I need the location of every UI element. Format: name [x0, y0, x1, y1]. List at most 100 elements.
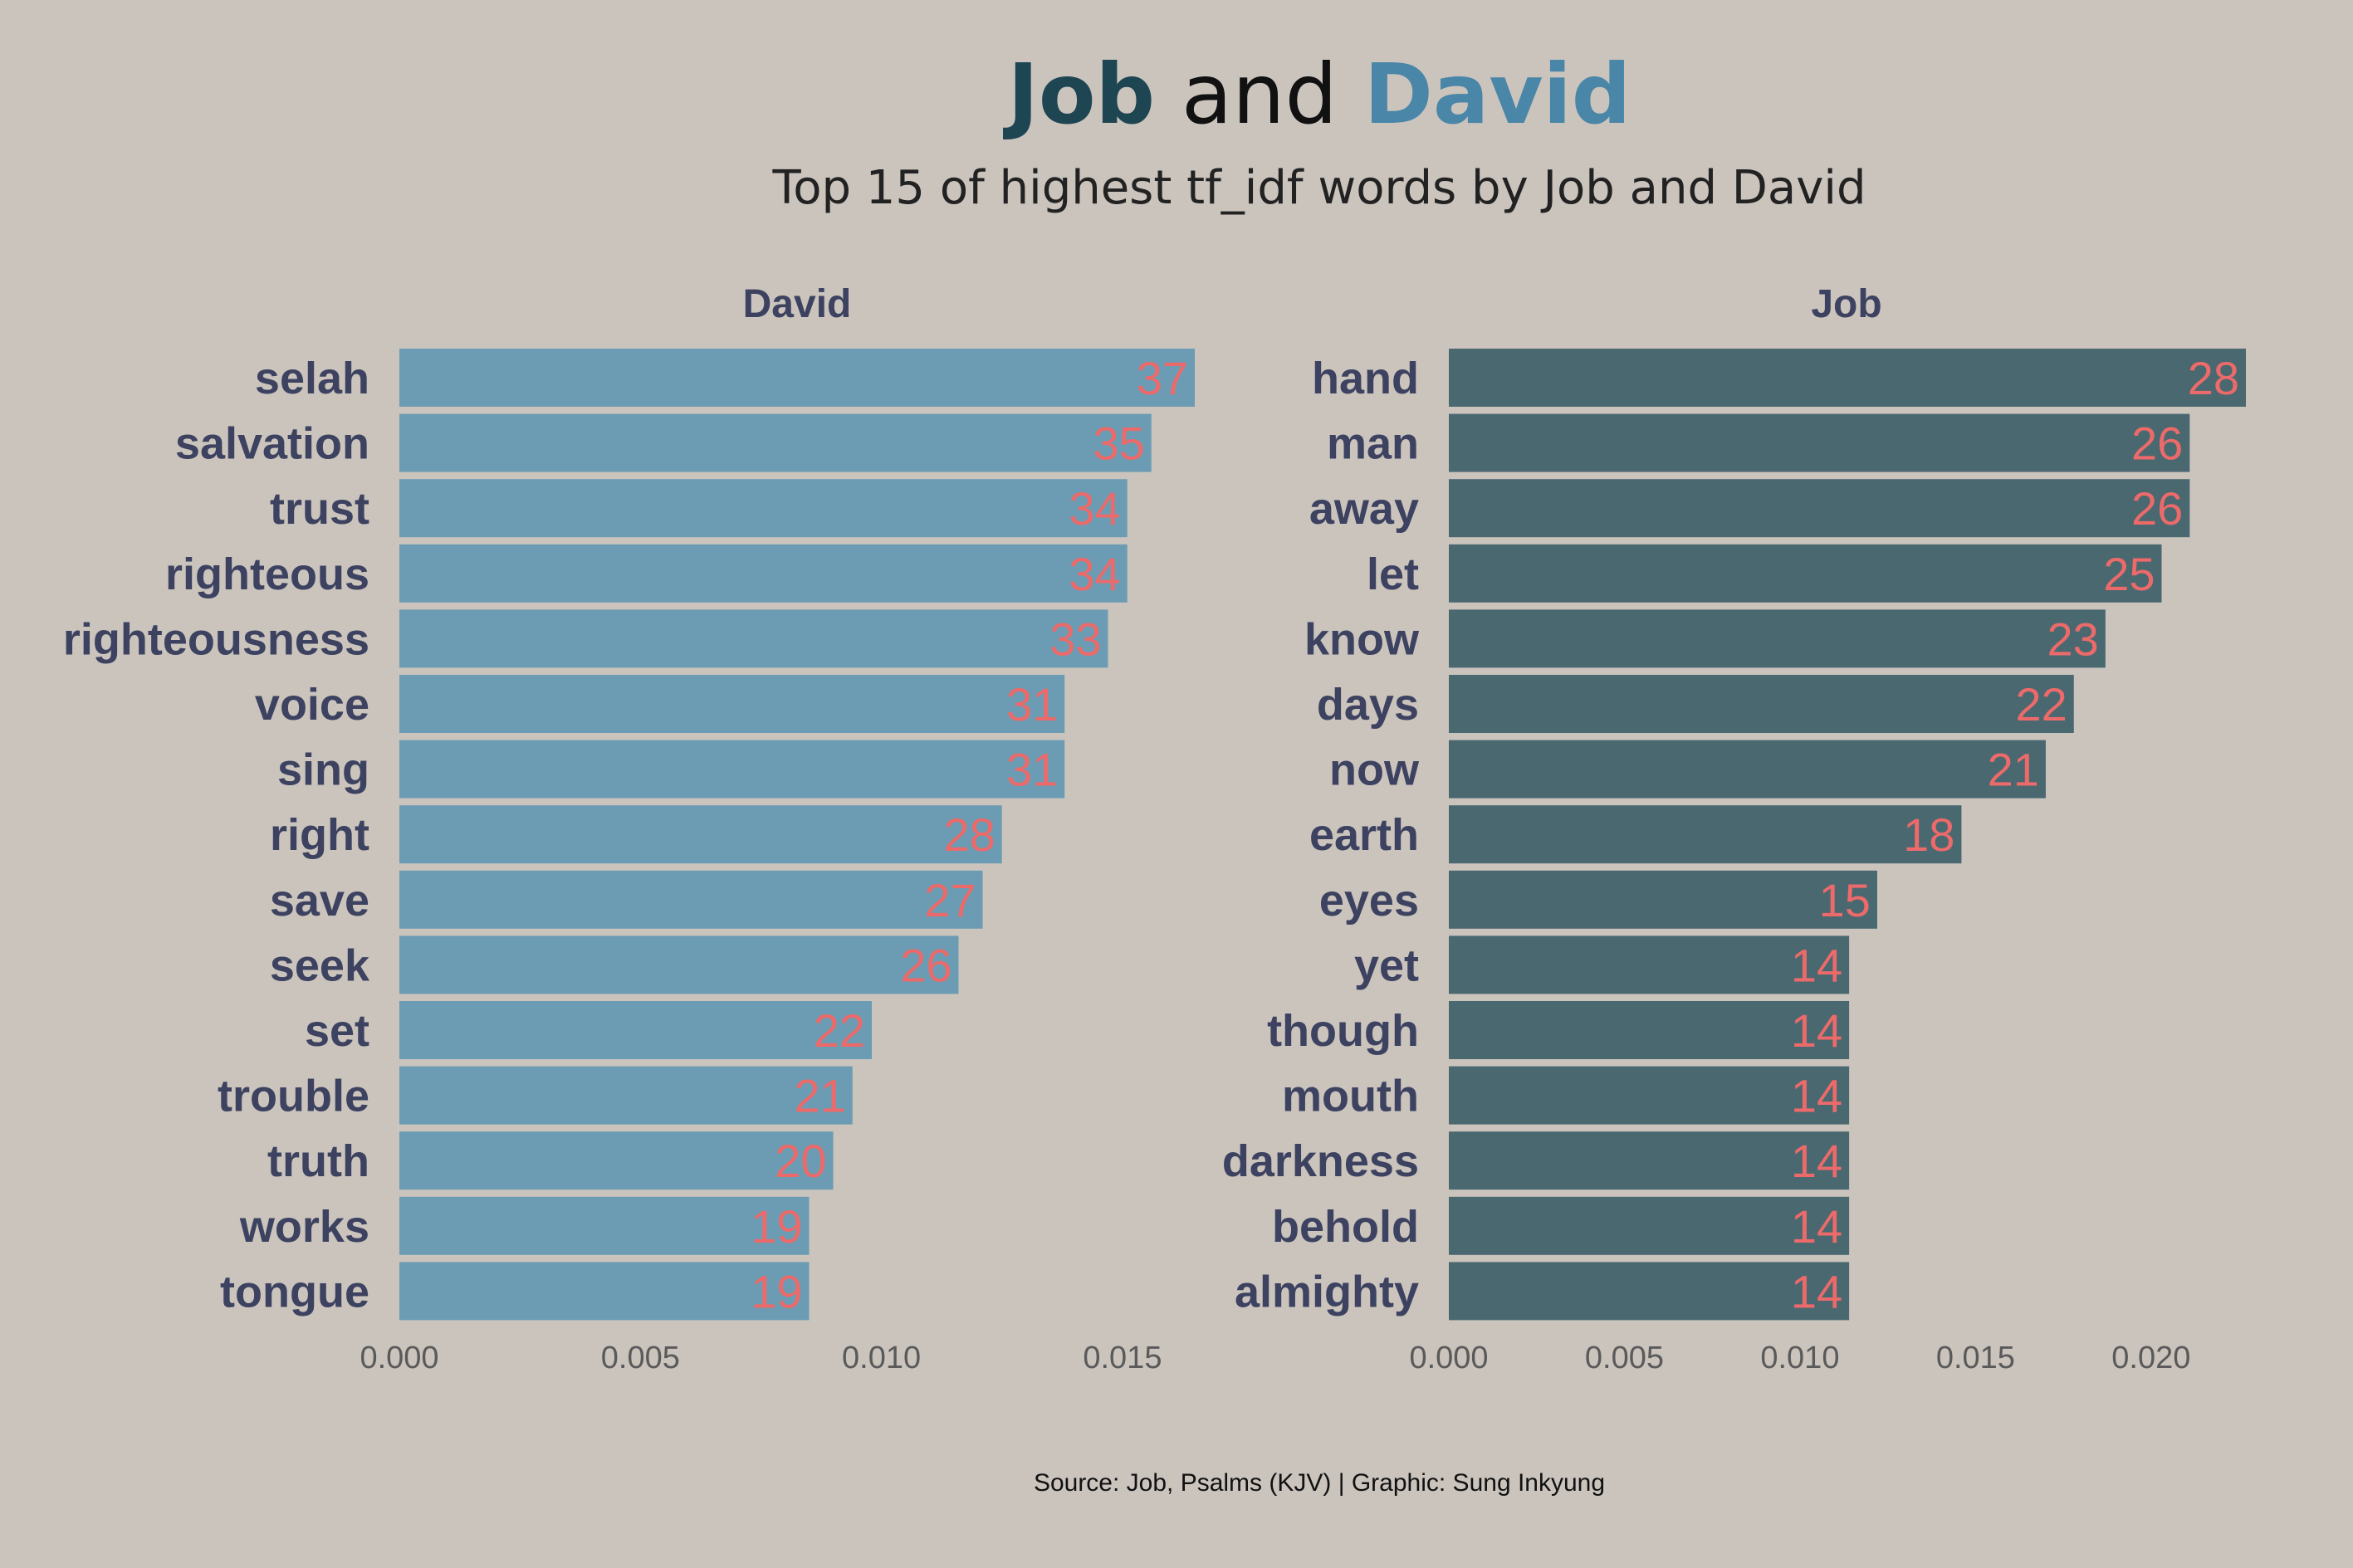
- david-word-label: sing: [277, 745, 369, 795]
- david-word-label: set: [305, 1006, 369, 1056]
- job-bar: [1449, 805, 1962, 864]
- david-bar: [399, 1262, 810, 1321]
- job-x-tick-label: 0.020: [2111, 1341, 2190, 1375]
- job-bar: [1449, 1066, 1850, 1125]
- title-david: David: [1364, 46, 1631, 143]
- job-count-label: 14: [1791, 1265, 1842, 1317]
- david-word-label: salvation: [175, 419, 369, 469]
- job-bar: [1449, 1262, 1850, 1321]
- david-word-label: works: [239, 1202, 369, 1252]
- chart-caption: Source: Job, Psalms (KJV) | Graphic: Sun…: [1034, 1469, 1605, 1497]
- job-x-tick-label: 0.015: [1936, 1341, 2015, 1375]
- david-x-tick-label: 0.010: [842, 1341, 921, 1375]
- david-word-label: righteous: [165, 550, 369, 599]
- david-count-label: 26: [900, 939, 951, 991]
- job-bar: [1449, 870, 1877, 929]
- title-job: Job: [1003, 46, 1156, 143]
- david-count-label: 19: [751, 1200, 802, 1253]
- job-count-label: 14: [1791, 939, 1842, 991]
- david-word-label: seek: [270, 940, 370, 990]
- david-count-label: 31: [1006, 678, 1058, 730]
- david-bar: [399, 479, 1128, 538]
- job-count-label: 26: [2131, 482, 2183, 535]
- job-word-label: know: [1304, 614, 1420, 664]
- job-word-label: mouth: [1282, 1072, 1419, 1121]
- job-bar: [1449, 544, 2162, 603]
- job-count-label: 26: [2131, 418, 2183, 470]
- david-count-label: 19: [751, 1265, 802, 1317]
- panel-david: David selah 37 salvation 35 trust 34 righteous…: [63, 282, 1195, 1375]
- david-count-label: 31: [1006, 744, 1058, 796]
- job-count-label: 25: [2103, 548, 2155, 600]
- david-count-label: 37: [1137, 352, 1188, 404]
- david-word-label: truth: [267, 1136, 369, 1186]
- david-bar: [399, 935, 959, 994]
- david-bar: [399, 1131, 834, 1190]
- job-x-tick-label: 0.010: [1760, 1341, 1839, 1375]
- panel-title-job: Job: [1811, 282, 1881, 326]
- job-count-label: 14: [1791, 1070, 1842, 1122]
- job-word-label: eyes: [1319, 876, 1419, 926]
- david-bar: [399, 870, 983, 929]
- job-bar: [1449, 609, 2106, 668]
- job-word-label: behold: [1272, 1202, 1419, 1252]
- job-count-label: 14: [1791, 1004, 1842, 1057]
- job-count-label: 23: [2047, 613, 2099, 665]
- david-count-label: 20: [775, 1135, 826, 1187]
- david-count-label: 34: [1069, 548, 1120, 600]
- job-x-tick-label: 0.000: [1409, 1341, 1488, 1375]
- job-count-label: 18: [1903, 808, 1954, 861]
- job-count-label: 28: [2188, 352, 2239, 404]
- job-word-label: hand: [1312, 354, 1419, 403]
- job-x-tick-label: 0.005: [1585, 1341, 1664, 1375]
- job-bar: [1449, 1131, 1850, 1190]
- job-word-label: yet: [1354, 940, 1419, 990]
- david-bar: [399, 349, 1195, 407]
- david-x-tick-label: 0.000: [360, 1341, 438, 1375]
- job-count-label: 21: [1988, 744, 2039, 796]
- job-bar: [1449, 479, 2190, 538]
- title-and: and: [1155, 46, 1364, 143]
- job-bar: [1449, 1001, 1850, 1059]
- david-word-label: trust: [270, 484, 369, 534]
- job-count-label: 14: [1791, 1135, 1842, 1187]
- david-count-label: 22: [814, 1004, 865, 1057]
- job-word-label: man: [1327, 419, 1419, 469]
- job-word-label: darkness: [1222, 1136, 1419, 1186]
- david-bar: [399, 740, 1065, 799]
- job-bar: [1449, 675, 2074, 733]
- david-word-label: voice: [255, 680, 369, 730]
- job-word-label: now: [1329, 745, 1420, 795]
- job-bar: [1449, 740, 2046, 799]
- david-word-label: save: [270, 876, 369, 926]
- david-word-label: trouble: [218, 1072, 369, 1121]
- job-count-label: 14: [1791, 1200, 1842, 1253]
- david-word-label: tongue: [220, 1267, 369, 1316]
- panel-job: Job hand 28 man 26 away 26 let 25 know 23 days 22 no…: [1222, 282, 2246, 1375]
- david-count-label: 35: [1093, 418, 1144, 470]
- david-bar: [399, 1001, 872, 1059]
- david-x-tick-label: 0.015: [1083, 1341, 1162, 1375]
- david-bar: [399, 675, 1065, 733]
- job-count-label: 22: [2015, 678, 2067, 730]
- david-word-label: righteousness: [63, 614, 369, 664]
- job-bar: [1449, 935, 1850, 994]
- david-bar: [399, 1196, 810, 1255]
- david-bar: [399, 544, 1128, 603]
- job-count-label: 15: [1819, 874, 1871, 926]
- david-count-label: 33: [1049, 613, 1101, 665]
- job-word-label: away: [1309, 484, 1419, 534]
- chart-subtitle: Top 15 of highest tf_idf words by Job an…: [772, 161, 1866, 215]
- david-count-label: 21: [794, 1070, 845, 1122]
- david-x-tick-label: 0.005: [601, 1341, 680, 1375]
- david-bar: [399, 805, 1002, 864]
- job-bar: [1449, 413, 2190, 472]
- david-count-label: 28: [943, 808, 995, 861]
- david-count-label: 34: [1069, 482, 1120, 535]
- david-count-label: 27: [924, 874, 976, 926]
- job-word-label: earth: [1309, 810, 1419, 860]
- job-word-label: let: [1367, 550, 1419, 599]
- chart-title: Job and David: [1003, 46, 1631, 143]
- job-bar: [1449, 1196, 1850, 1255]
